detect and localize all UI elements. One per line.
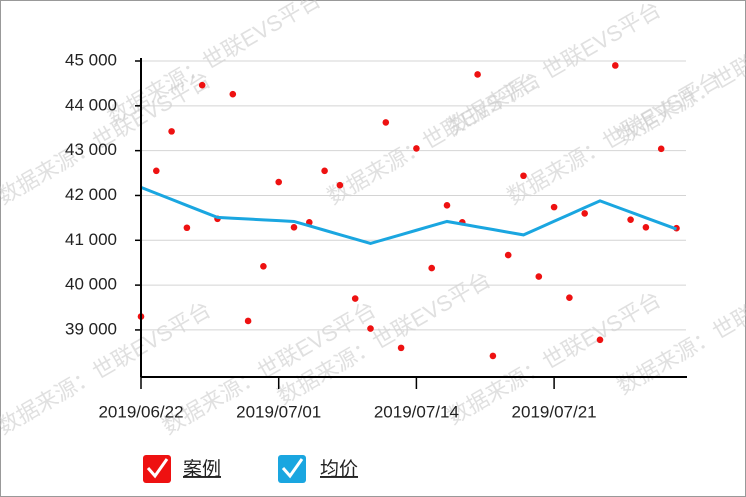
- case-point: [397, 344, 405, 352]
- case-point: [321, 167, 328, 175]
- case-point: [153, 167, 160, 175]
- case-point: [367, 325, 374, 332]
- case-point: [489, 352, 497, 360]
- case-point: [535, 273, 543, 280]
- legend-item[interactable]: 案例: [143, 455, 221, 483]
- x-tick-label: 2019/07/14: [374, 402, 459, 421]
- case-point: [581, 210, 588, 217]
- plot: [137, 62, 680, 360]
- case-point: [229, 90, 237, 98]
- legend-item[interactable]: 均价: [278, 455, 358, 483]
- legend-label: 均价: [320, 458, 358, 480]
- case-point: [520, 172, 527, 180]
- case-point: [336, 181, 344, 189]
- y-tick-label: 40 000: [65, 275, 117, 294]
- case-point: [596, 336, 604, 344]
- case-point: [474, 71, 481, 78]
- case-point: [642, 223, 650, 231]
- x-tick-label: 2019/07/01: [236, 402, 321, 421]
- case-point: [290, 223, 298, 231]
- y-tick-label: 43 000: [65, 140, 117, 159]
- case-point: [550, 203, 558, 211]
- legend-check: [146, 458, 169, 479]
- legend-label: 案例: [183, 458, 221, 480]
- case-point: [244, 317, 252, 325]
- case-point: [183, 224, 191, 232]
- case-point: [612, 62, 619, 69]
- y-tick-label: 45 000: [65, 50, 117, 69]
- x-tick-label: 2019/07/21: [512, 402, 597, 421]
- case-point: [275, 178, 283, 186]
- case-point: [504, 251, 512, 259]
- grid: [141, 60, 686, 331]
- case-point: [566, 294, 573, 301]
- average-line: [140, 186, 678, 245]
- case-point: [413, 145, 420, 152]
- case-point: [657, 145, 665, 153]
- case-point: [260, 262, 267, 270]
- y-tick-label: 44 000: [65, 95, 117, 114]
- legend-check: [281, 458, 304, 479]
- case-point: [428, 264, 436, 272]
- x-tick-label: 2019/06/22: [98, 402, 183, 421]
- y-tick-label: 42 000: [65, 185, 117, 204]
- case-point: [627, 216, 634, 223]
- case-point: [382, 119, 390, 126]
- case-point: [351, 295, 359, 302]
- case-point: [198, 81, 206, 89]
- case-point: [443, 202, 451, 209]
- case-point: [168, 128, 175, 135]
- y-tick-label: 41 000: [65, 230, 117, 249]
- y-tick-label: 39 000: [65, 319, 117, 338]
